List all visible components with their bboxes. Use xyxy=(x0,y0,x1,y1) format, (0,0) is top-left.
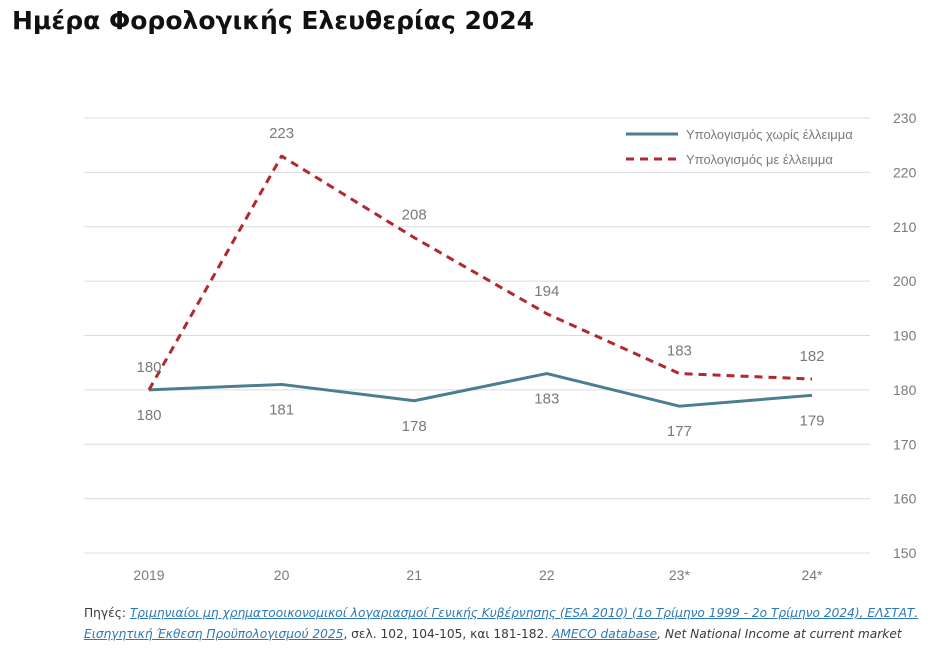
data-label: 180 xyxy=(136,407,161,424)
data-label: 179 xyxy=(799,412,824,429)
sources-pages-text: , σελ. 102, 104-105, και 181-182. xyxy=(343,627,549,641)
y-axis-ticks: 150 160 170 180 190 200 210 220 230 xyxy=(893,110,917,561)
x-tick-label: 22 xyxy=(539,567,555,583)
y-tick-label: 170 xyxy=(893,436,917,452)
y-tick-label: 180 xyxy=(893,382,917,398)
legend: Υπολογισμός χωρίς έλλειμμα Υπολογισμός με… xyxy=(626,127,853,167)
source-link-elstat[interactable]: Τριμηνιαίοι μη χρηματοοικονομικοί λογαρι… xyxy=(129,606,919,620)
data-label: 183 xyxy=(534,391,559,408)
data-label: 177 xyxy=(667,423,692,440)
sources-note: Πηγές: Τριμηνιαίοι μη χρηματοοικονομικοί… xyxy=(84,603,934,645)
y-tick-label: 200 xyxy=(893,273,917,289)
data-labels: 180 181 178 183 177 179 180 223 208 194 183 182 xyxy=(136,125,824,440)
y-tick-label: 230 xyxy=(893,110,917,126)
source-link-budget-report[interactable]: Εισηγητική Έκθεση Προϋπολογισμού 2025 xyxy=(84,627,344,641)
data-label: 183 xyxy=(667,343,692,360)
legend-label-2: Υπολογισμός με έλλειμμα xyxy=(686,152,833,167)
line-chart: 150 160 170 180 190 200 210 220 230 2019 20 21 22 23… xyxy=(84,110,917,583)
y-tick-label: 220 xyxy=(893,164,917,180)
x-axis-ticks: 2019 20 21 22 23* 24* xyxy=(133,567,823,583)
x-tick-label: 20 xyxy=(274,567,290,583)
data-label: 194 xyxy=(534,283,559,300)
series-line-1 xyxy=(148,372,813,408)
x-tick-label: 2019 xyxy=(133,567,164,583)
x-tick-label: 24* xyxy=(801,567,823,583)
data-label: 181 xyxy=(269,401,294,418)
sources-prefix: Πηγές: xyxy=(84,606,126,620)
legend-label-1: Υπολογισμός χωρίς έλλειμμα xyxy=(686,127,853,142)
data-label: 208 xyxy=(402,207,427,224)
y-tick-label: 150 xyxy=(893,545,917,561)
x-tick-label: 23* xyxy=(669,567,691,583)
series-line-2 xyxy=(147,154,813,391)
data-label: 180 xyxy=(136,359,161,376)
page-title: Ημέρα Φορολογικής Ελευθερίας 2024 xyxy=(12,6,535,35)
y-tick-label: 210 xyxy=(893,219,917,235)
sources-ameco-text: , Net National Income at current market xyxy=(657,627,902,641)
y-tick-label: 160 xyxy=(893,491,917,507)
series-lines xyxy=(147,154,813,408)
source-link-ameco[interactable]: AMECO database xyxy=(552,627,658,641)
y-tick-label: 190 xyxy=(893,328,917,344)
data-label: 223 xyxy=(269,125,294,142)
gridlines xyxy=(84,117,870,554)
data-label: 182 xyxy=(799,348,824,365)
x-tick-label: 21 xyxy=(406,567,422,583)
data-label: 178 xyxy=(402,418,427,435)
